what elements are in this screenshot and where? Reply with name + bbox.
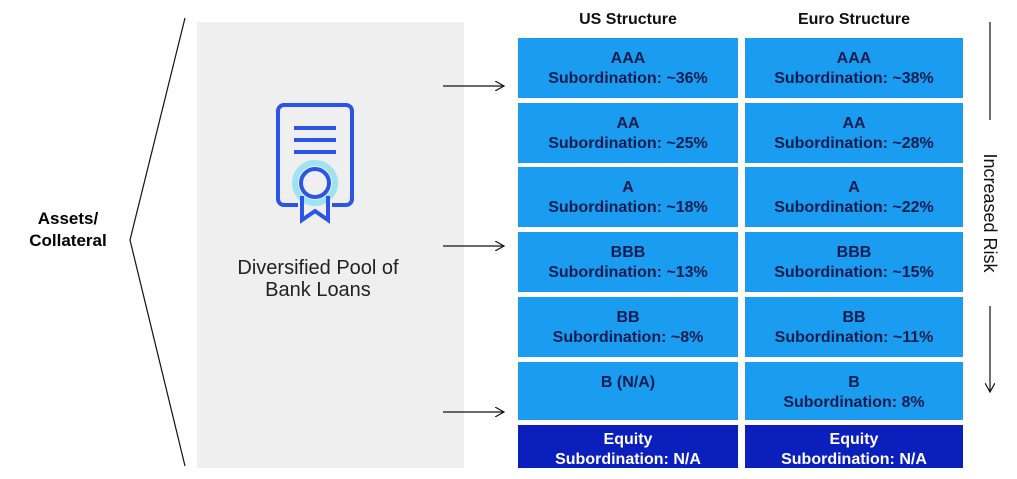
tranche-cell [745, 167, 963, 227]
risk-label: Increased Risk [980, 153, 1000, 273]
subordination: Subordination: ~18% [548, 199, 708, 216]
tranche-cell [518, 232, 738, 292]
tranche-cell [745, 297, 963, 357]
rating: Equity [604, 431, 653, 448]
rating: AAA [611, 50, 646, 67]
tranche-cell [745, 38, 963, 98]
column-header: US Structure [579, 11, 677, 28]
subordination: Subordination: 8% [783, 394, 924, 411]
column-header: Euro Structure [798, 11, 910, 28]
subordination: Subordination: N/A [555, 451, 701, 468]
subordination: Subordination: ~25% [548, 135, 708, 152]
equity-cell [518, 425, 738, 468]
tranche-cell [745, 103, 963, 163]
subordination: Subordination: ~15% [774, 264, 934, 281]
subordination: Subordination: ~36% [548, 70, 708, 87]
left-label: Assets/ [38, 209, 99, 228]
subordination: Subordination: ~38% [774, 70, 934, 87]
rating: BB [842, 309, 865, 326]
rating: B [848, 374, 860, 391]
rating: AA [616, 115, 640, 132]
tranche-cell [518, 103, 738, 163]
tranche-cell [518, 297, 738, 357]
subordination: Subordination: ~8% [553, 329, 704, 346]
bracket [129, 17, 186, 467]
pool-box [197, 22, 464, 468]
rating: AA [842, 115, 866, 132]
subordination: Subordination: ~22% [774, 199, 934, 216]
left-label: Collateral [29, 231, 106, 250]
rating: A [622, 179, 634, 196]
subordination: Subordination: ~28% [774, 135, 934, 152]
tranche-cell [518, 38, 738, 98]
pool-text: Diversified Pool of [237, 257, 399, 279]
rating: Equity [830, 431, 879, 448]
tranche-cell [518, 167, 738, 227]
rating: BBB [837, 244, 872, 261]
rating: BB [616, 309, 639, 326]
subordination: Subordination: ~11% [775, 329, 934, 346]
tranche-cell [745, 232, 963, 292]
subordination: Subordination: ~13% [548, 264, 708, 281]
tranche-cell [518, 362, 738, 420]
pool-text: Bank Loans [265, 279, 371, 301]
rating: AAA [837, 50, 872, 67]
rating: BBB [611, 244, 646, 261]
certificate-icon [276, 103, 354, 224]
subordination: Subordination: N/A [781, 451, 927, 468]
equity-cell [745, 425, 963, 468]
rating: A [848, 179, 860, 196]
tranche-cell [745, 362, 963, 420]
rating: B (N/A) [601, 374, 655, 391]
